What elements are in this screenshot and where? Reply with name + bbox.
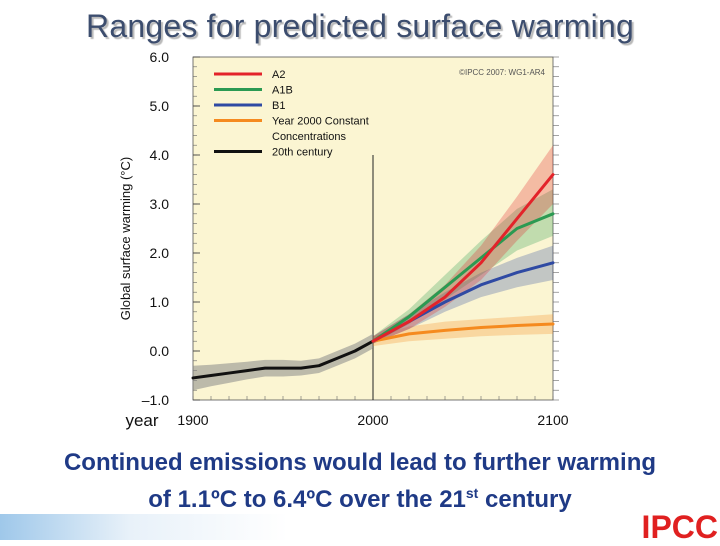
caption-line-2-tail: century [478, 486, 572, 513]
series-line-const [371, 322, 555, 343]
footer-gradient-bar [0, 514, 720, 540]
caption-superscript: st [465, 485, 479, 501]
caption-line-1: Continued emissions would lead to furthe… [63, 449, 657, 476]
y-tick-label: –1.0 [142, 392, 169, 408]
ipcc-logo-text: IPCC [641, 509, 718, 545]
y-tick-label: 1.0 [150, 294, 170, 310]
caption-line-2: of 1.1ºC to 6.4ºC over the 21st century [0, 478, 720, 515]
y-axis-label: Global surface warming (°C) [118, 157, 133, 320]
legend-label: Concentrations [272, 131, 346, 143]
legend-label: A2 [272, 69, 285, 81]
x-tick-label: 1900 [177, 412, 208, 428]
y-tick-label: 6.0 [150, 49, 170, 65]
series-line-hist [191, 339, 375, 380]
y-tick-label: 5.0 [150, 98, 170, 114]
x-tick-label: 2000 [357, 412, 388, 428]
y-tick-label: 0.0 [150, 343, 170, 359]
series-line-A2 [371, 173, 555, 343]
legend-label: Year 2000 Constant [272, 116, 369, 128]
legend-label: 20th century [272, 147, 333, 159]
x-tick-label: 2100 [537, 412, 568, 428]
legend-label: B1 [272, 100, 285, 112]
y-tick-label: 3.0 [150, 196, 170, 212]
series-line-A1B [371, 212, 555, 343]
caption-line-2-text: of 1.1ºC to 6.4ºC over the 21 [148, 486, 466, 513]
y-tick-label: 4.0 [150, 147, 170, 163]
uncertainty-band-hist [193, 333, 373, 391]
credit-text: ©IPCC 2007: WG1-AR4 [459, 68, 545, 77]
legend-label: A1B [272, 85, 293, 97]
x-axis-label: year [125, 411, 158, 430]
y-tick-label: 2.0 [150, 245, 170, 261]
caption: Continued emissions would lead to furthe… [0, 447, 720, 515]
slide-title: Ranges for predicted surface warming [86, 8, 634, 44]
